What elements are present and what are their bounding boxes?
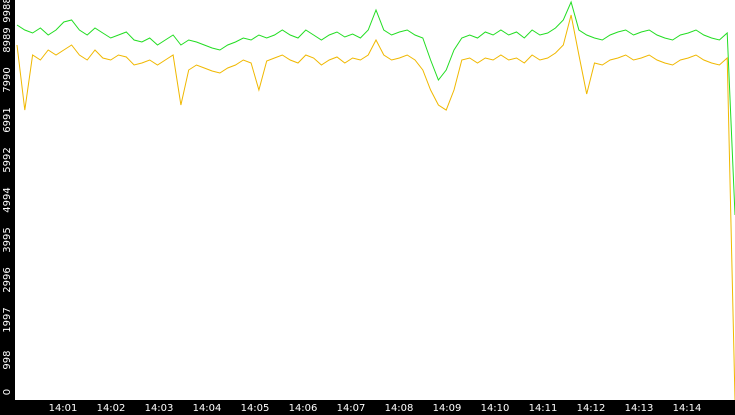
y-tick-label: 1997	[2, 307, 13, 332]
y-tick-label: 9988	[2, 0, 13, 23]
x-tick-label: 14:04	[193, 403, 222, 414]
y-tick-label: 2996	[2, 267, 13, 292]
plot-area	[15, 0, 735, 400]
x-tick-label: 14:01	[49, 403, 78, 414]
x-tick-label: 14:13	[625, 403, 654, 414]
y-tick-label: 998	[2, 350, 13, 369]
y-tick-label: 4994	[2, 187, 13, 212]
y-tick-label: 5992	[2, 147, 13, 172]
x-tick-label: 14:10	[481, 403, 510, 414]
x-tick-label: 14:08	[385, 403, 414, 414]
x-tick-label: 14:09	[433, 403, 462, 414]
x-tick-label: 14:07	[337, 403, 366, 414]
series-line	[16, 0, 735, 216]
series-line	[16, 14, 735, 401]
x-tick-label: 14:06	[289, 403, 318, 414]
x-tick-label: 14:14	[673, 403, 702, 414]
x-tick-label: 14:12	[577, 403, 606, 414]
y-tick-label: 8989	[2, 27, 13, 52]
x-tick-label: 14:02	[97, 403, 126, 414]
y-tick-label: 7990	[2, 67, 13, 92]
x-tick-label: 14:11	[529, 403, 558, 414]
y-tick-label: 3995	[2, 227, 13, 252]
x-tick-label: 14:05	[241, 403, 270, 414]
x-tick-label: 14:03	[145, 403, 174, 414]
y-tick-label: 6991	[2, 107, 13, 132]
y-tick-label: 0	[2, 389, 13, 395]
